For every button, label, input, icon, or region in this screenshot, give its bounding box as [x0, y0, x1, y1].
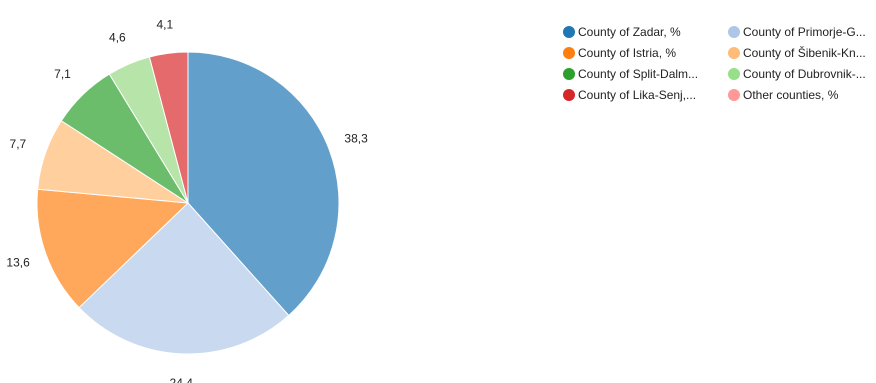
- legend-swatch-icon: [563, 47, 575, 59]
- legend-item[interactable]: County of Split-Dalm...: [563, 65, 728, 83]
- legend-swatch-icon: [728, 68, 740, 80]
- legend-label: County of Istria, %: [578, 46, 677, 60]
- pie-value-label-0: 38,3: [344, 132, 368, 146]
- legend-label: County of Šibenik-Kn...: [743, 46, 866, 60]
- legend-item[interactable]: County of Istria, %: [563, 44, 728, 62]
- legend-item[interactable]: County of Šibenik-Kn...: [728, 44, 868, 62]
- pie-slice-0: [187, 51, 340, 317]
- legend-swatch-icon: [563, 68, 575, 80]
- legend-label: Other counties, %: [743, 88, 839, 102]
- legend-item[interactable]: Other counties, %: [728, 86, 868, 104]
- pie-value-label-2: 13,6: [6, 256, 30, 270]
- pie-value-label-3: 7,7: [10, 137, 27, 151]
- legend-label: County of Primorje-G...: [743, 25, 866, 39]
- pie-slice-1: [78, 202, 290, 355]
- legend-item[interactable]: County of Dubrovnik-...: [728, 65, 868, 83]
- legend-item[interactable]: County of Primorje-G...: [728, 23, 868, 41]
- legend-label: County of Dubrovnik-...: [743, 67, 866, 81]
- pie-value-label-1: 24,4: [170, 376, 194, 383]
- chart-legend: County of Zadar, % County of Primorje-G..…: [563, 23, 873, 104]
- legend-swatch-icon: [728, 26, 740, 38]
- legend-label: County of Zadar, %: [578, 25, 681, 39]
- pie-slice-2: [36, 188, 190, 309]
- pie-value-labels: 38,3 24,4 13,6 7,7 7,1 4,6 4,1: [6, 18, 368, 383]
- legend-swatch-icon: [563, 26, 575, 38]
- legend-label: County of Split-Dalm...: [578, 67, 699, 81]
- pie-value-label-4: 7,1: [54, 67, 71, 81]
- pie-value-label-5: 4,6: [109, 30, 126, 44]
- legend-label: County of Lika-Senj,...: [578, 88, 697, 102]
- legend-item[interactable]: County of Zadar, %: [563, 23, 728, 41]
- legend-swatch-icon: [728, 89, 740, 101]
- legend-swatch-icon: [728, 47, 740, 59]
- pie-slice-7: [148, 51, 189, 204]
- pie-value-label-7: 4,1: [156, 18, 173, 32]
- pie-slices: [36, 51, 340, 355]
- legend-swatch-icon: [563, 89, 575, 101]
- legend-item[interactable]: County of Lika-Senj,...: [563, 86, 728, 104]
